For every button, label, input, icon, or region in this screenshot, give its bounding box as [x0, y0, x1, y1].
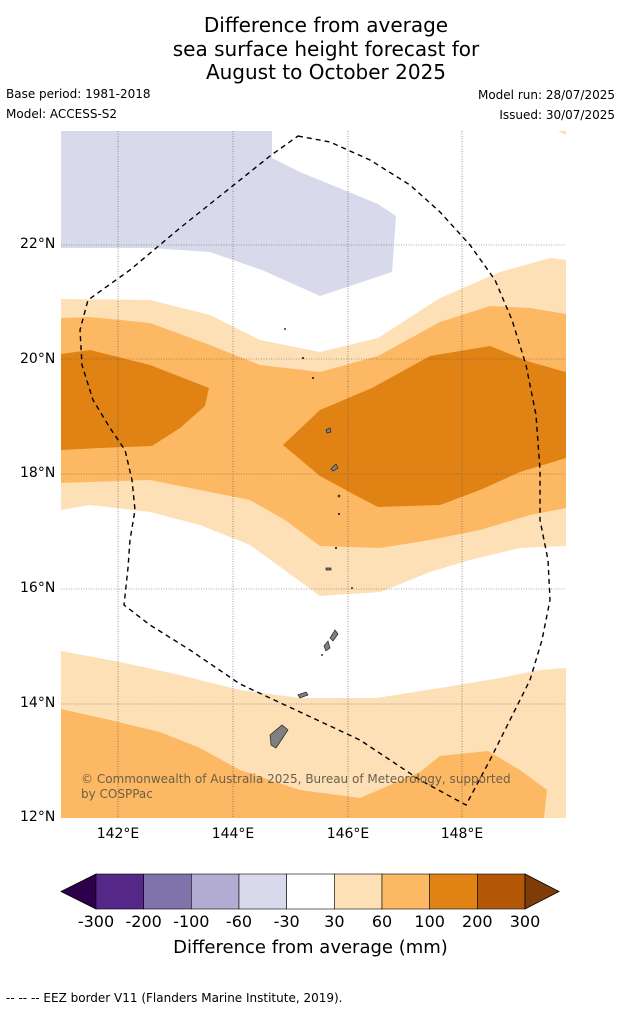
lon-label-142e: 142°E	[96, 826, 140, 842]
model-name: Model: ACCESS-S2	[6, 107, 118, 121]
issued-date: Issued: 30/07/2025	[499, 108, 615, 122]
colorbar-extend-high	[524, 873, 560, 910]
island-agrihan	[330, 463, 339, 472]
anomaly-band-100-200-west	[61, 350, 209, 450]
eez-border	[79, 135, 551, 806]
island-small-2	[337, 512, 341, 516]
anomaly-band-60-100-south	[61, 709, 547, 818]
graticule	[61, 131, 566, 818]
lon-label-148e: 148°E	[440, 826, 484, 842]
lat-label-16n: 16°N	[20, 580, 56, 596]
island-small-5	[301, 356, 305, 360]
colorbar-tick-label: 100	[414, 912, 445, 931]
lat-label-22n: 22°N	[20, 236, 56, 252]
island-small-3	[334, 546, 338, 550]
island-tinian	[323, 640, 331, 652]
colorbar-tick-label: -200	[125, 912, 162, 931]
model-run: Model run: 28/07/2025	[477, 88, 615, 102]
colorbar-tick-label: -300	[77, 912, 115, 931]
colorbar	[60, 873, 560, 910]
title-line-2: sea surface height forecast for	[172, 36, 480, 61]
eez-footnote: -- -- -- EEZ border V11 (Flanders Marine…	[6, 991, 343, 1005]
lon-label-144e: 144°E	[211, 826, 255, 842]
colorbar-segment	[286, 873, 335, 910]
colorbar-tick-label: -60	[225, 912, 253, 931]
colorbar-tick-label: -30	[273, 912, 300, 931]
colorbar-tick-label: 300	[509, 912, 541, 931]
corner-patch	[558, 131, 566, 135]
island-small-8	[321, 654, 323, 656]
colorbar-segment	[238, 873, 287, 910]
colorbar-segment	[429, 873, 478, 910]
colorbar-tick-label: 200	[462, 912, 493, 931]
island-maug	[325, 427, 332, 434]
island-rota	[297, 691, 309, 699]
lon-label-146e: 146°E	[326, 826, 370, 842]
colorbar-tick-label: 30	[324, 912, 345, 931]
anomaly-band-100-200-east	[283, 346, 566, 507]
lat-label-14n: 14°N	[20, 695, 56, 711]
island-small-7	[351, 587, 353, 589]
negative-anomaly-region	[61, 131, 396, 296]
copyright-notice: © Commonwealth of Australia 2025, Bureau…	[81, 772, 511, 801]
colorbar-segment	[381, 873, 430, 910]
lat-label-20n: 20°N	[20, 351, 56, 367]
anomaly-field	[61, 131, 566, 818]
island-guam	[269, 724, 289, 749]
colorbar-extend-low	[60, 873, 97, 910]
islands	[269, 328, 353, 749]
island-small-4	[311, 376, 315, 380]
chart-title: Difference from average sea surface heig…	[0, 13, 621, 85]
colorbar-tick-label: -100	[173, 912, 210, 931]
title-line-1: Difference from average	[203, 13, 449, 37]
island-anatahan	[325, 567, 332, 571]
colorbar-segment	[334, 873, 383, 910]
lat-label-12n: 12°N	[20, 809, 56, 825]
base-period: Base period: 1981-2018	[6, 87, 151, 101]
island-small-1	[337, 494, 341, 498]
colorbar-segment	[477, 873, 526, 910]
colorbar-segment	[143, 873, 192, 910]
colorbar-segment	[191, 873, 240, 910]
lat-label-18n: 18°N	[20, 465, 56, 481]
colorbar-tick-label: 60	[371, 912, 393, 931]
island-saipan	[329, 629, 339, 642]
island-small-6	[284, 328, 286, 330]
colorbar-segment	[95, 873, 144, 910]
title-line-3: August to October 2025	[205, 60, 447, 84]
colorbar-label: Difference from average (mm)	[173, 937, 448, 958]
